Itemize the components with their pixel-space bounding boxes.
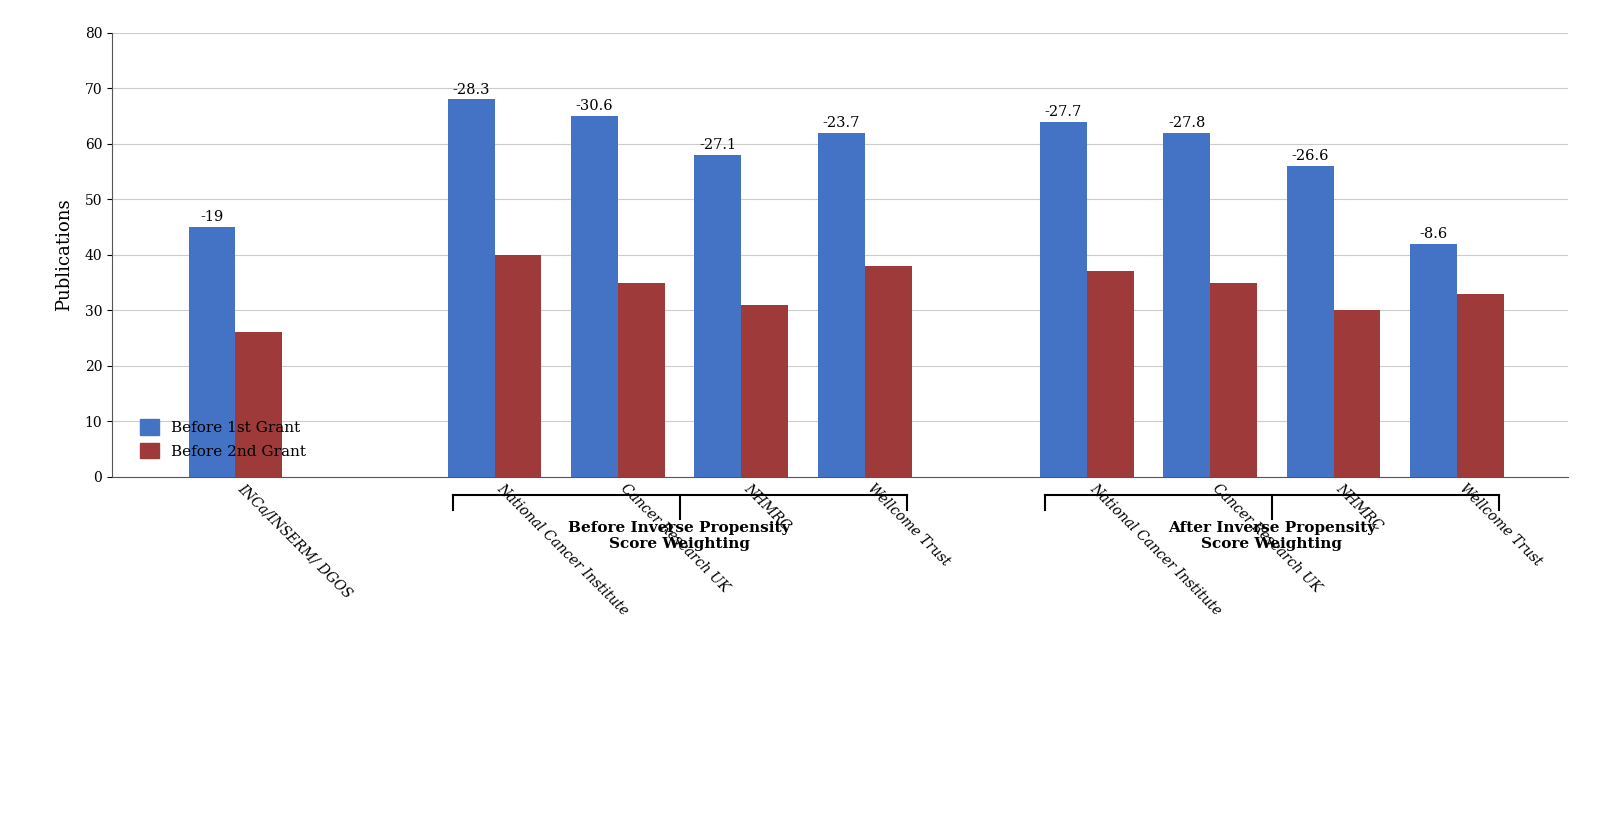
Bar bbox=[235, 332, 282, 477]
Bar bbox=[1040, 122, 1086, 477]
Bar bbox=[571, 116, 618, 477]
Bar bbox=[618, 283, 664, 477]
Text: -27.8: -27.8 bbox=[1168, 116, 1205, 130]
Bar bbox=[1086, 271, 1134, 477]
Legend: Before 1st Grant, Before 2nd Grant: Before 1st Grant, Before 2nd Grant bbox=[134, 413, 312, 464]
Bar bbox=[1333, 311, 1381, 477]
Bar bbox=[741, 305, 789, 477]
Bar bbox=[448, 99, 494, 477]
Bar bbox=[189, 227, 235, 477]
Text: -8.6: -8.6 bbox=[1419, 227, 1448, 241]
Bar bbox=[1210, 283, 1258, 477]
Bar bbox=[1458, 293, 1504, 477]
Bar bbox=[694, 155, 741, 477]
Text: -27.1: -27.1 bbox=[699, 138, 736, 152]
Text: -27.7: -27.7 bbox=[1045, 105, 1082, 119]
Bar bbox=[1410, 244, 1458, 477]
Text: -28.3: -28.3 bbox=[453, 83, 490, 97]
Text: Before Inverse Propensity
Score Weighting: Before Inverse Propensity Score Weightin… bbox=[568, 521, 790, 552]
Text: -19: -19 bbox=[200, 210, 224, 224]
Text: After Inverse Propensity
Score Weighting: After Inverse Propensity Score Weighting bbox=[1168, 521, 1376, 552]
Text: -26.6: -26.6 bbox=[1291, 150, 1330, 164]
Text: -30.6: -30.6 bbox=[576, 99, 613, 113]
Bar bbox=[1163, 133, 1210, 477]
Bar bbox=[818, 133, 864, 477]
Bar bbox=[864, 266, 912, 477]
Bar bbox=[494, 255, 541, 477]
Y-axis label: Publications: Publications bbox=[56, 198, 74, 312]
Text: -23.7: -23.7 bbox=[822, 116, 859, 130]
Bar bbox=[1286, 166, 1333, 477]
